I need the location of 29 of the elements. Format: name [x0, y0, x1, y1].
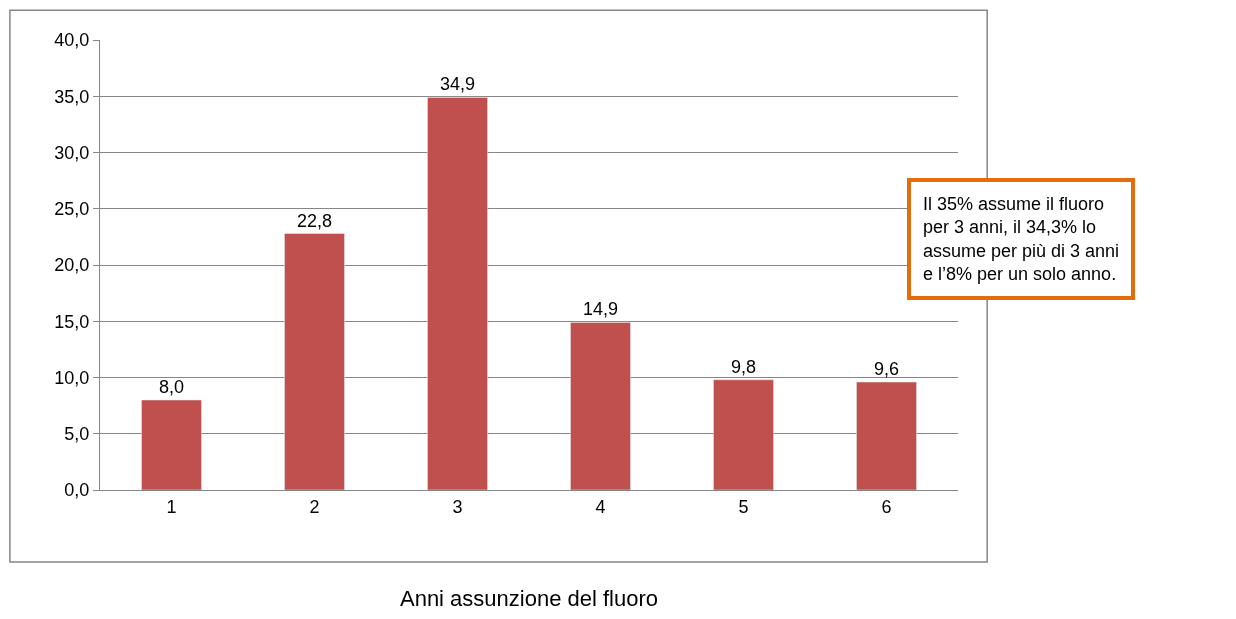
y-tick-label: 30,0 — [54, 142, 90, 163]
bar — [141, 399, 202, 490]
bar — [570, 322, 631, 490]
bar — [713, 379, 774, 490]
y-tick-label: 15,0 — [54, 311, 90, 332]
data-label: 8,0 — [158, 377, 185, 397]
data-label: 9,6 — [873, 359, 900, 379]
x-tick-label: 2 — [309, 496, 320, 517]
x-tick-label: 6 — [881, 496, 892, 517]
x-tick-label: 4 — [595, 496, 606, 517]
x-axis-title: Anni assunzione del fluoro — [399, 586, 659, 612]
y-tick-label: 40,0 — [54, 30, 90, 51]
data-label: 22,8 — [296, 210, 333, 231]
y-tick-label: 20,0 — [54, 255, 90, 276]
data-label: 9,8 — [730, 356, 757, 377]
bar — [284, 233, 345, 490]
bar — [856, 381, 917, 490]
y-tick-label: 25,0 — [54, 199, 90, 220]
data-label: 34,9 — [439, 74, 476, 95]
y-tick-label: 10,0 — [54, 367, 90, 388]
y-tick-label: 35,0 — [54, 86, 90, 107]
bar — [427, 97, 488, 490]
x-tick-label: 3 — [452, 496, 463, 517]
x-tick-label: 5 — [738, 496, 749, 517]
data-label: 14,9 — [582, 299, 619, 320]
x-tick-label: 1 — [166, 496, 177, 517]
y-tick-label: 0,0 — [64, 480, 90, 501]
y-tick-label: 5,0 — [64, 424, 90, 445]
annotation: Il 35% assume il fluoro per 3 anni, il 34,3% lo assume per più di 3 anni e l’8% per un solo anno. — [923, 194, 1120, 285]
